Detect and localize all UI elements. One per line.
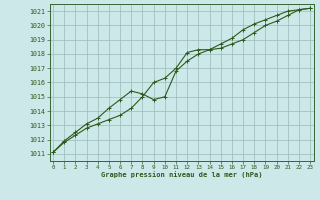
- X-axis label: Graphe pression niveau de la mer (hPa): Graphe pression niveau de la mer (hPa): [101, 172, 262, 178]
